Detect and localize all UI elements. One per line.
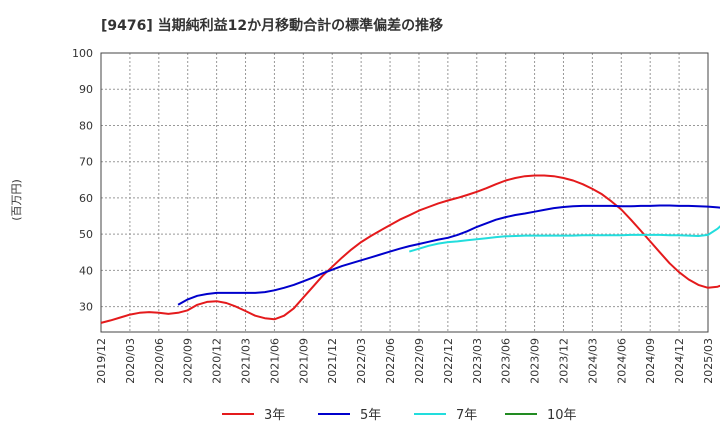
x-tick-label: 2020/03 <box>124 338 137 384</box>
y-axis: 30 40 50 60 70 80 90 100 <box>72 47 93 314</box>
x-tick-label: 2025/03 <box>702 338 715 384</box>
y-axis-label: (百万円) <box>10 179 23 221</box>
series-line-7年 <box>409 225 720 253</box>
x-tick-label: 2022/09 <box>413 338 426 384</box>
y-tick-label: 70 <box>79 156 93 169</box>
legend-label: 5年 <box>360 408 381 423</box>
chart-title: [9476] 当期純利益12か月移動合計の標準偏差の推移 <box>101 17 443 34</box>
legend-label: 7年 <box>456 408 477 423</box>
y-tick-label: 100 <box>72 47 93 60</box>
series-lines <box>100 174 720 324</box>
x-tick-label: 2023/03 <box>471 338 484 384</box>
x-tick-label: 2023/06 <box>500 338 513 384</box>
x-tick-label: 2023/12 <box>557 338 570 384</box>
y-tick-label: 40 <box>79 264 93 277</box>
x-tick-label: 2022/12 <box>442 338 455 384</box>
x-tick-label: 2022/06 <box>384 338 397 384</box>
x-tick-label: 2024/03 <box>586 338 599 384</box>
y-tick-label: 90 <box>79 83 93 96</box>
x-tick-label: 2020/12 <box>211 338 224 384</box>
legend-label: 3年 <box>264 408 285 423</box>
x-tick-label: 2022/03 <box>355 338 368 384</box>
series-line-3年 <box>100 174 720 324</box>
y-tick-label: 50 <box>79 228 93 241</box>
x-tick-label: 2024/12 <box>673 338 686 384</box>
x-tick-label: 2024/09 <box>644 338 657 384</box>
x-tick-label: 2024/06 <box>615 338 628 384</box>
x-tick-label: 2021/03 <box>240 338 253 384</box>
y-tick-label: 30 <box>79 301 93 314</box>
x-tick-label: 2021/12 <box>326 338 339 384</box>
x-tick-label: 2023/09 <box>529 338 542 384</box>
y-tick-label: 60 <box>79 192 93 205</box>
y-tick-label: 80 <box>79 119 93 132</box>
series-line-5年 <box>177 204 720 306</box>
x-tick-label: 2019/12 <box>95 338 108 384</box>
x-axis: 2019/12 2020/03 2020/06 2020/09 2020/12 2021/… <box>95 338 715 384</box>
gridlines <box>100 52 709 332</box>
plot-area <box>100 52 709 333</box>
x-tick-label: 2020/09 <box>182 338 195 384</box>
x-tick-label: 2021/06 <box>268 338 281 384</box>
x-tick-label: 2020/06 <box>153 338 166 384</box>
legend-label: 10年 <box>547 408 577 423</box>
legend: 3年 5年 7年 10年 <box>222 408 577 423</box>
x-tick-label: 2021/09 <box>297 338 310 384</box>
